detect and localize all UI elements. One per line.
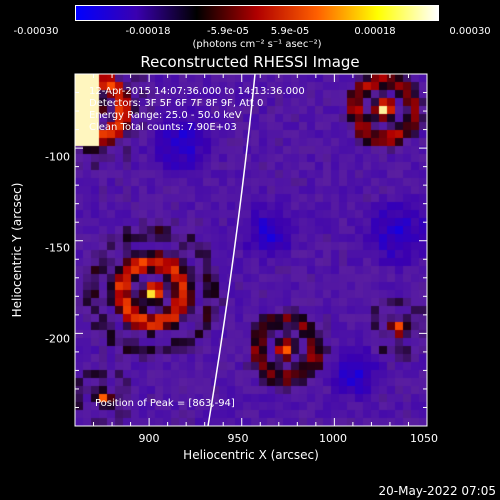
image-plot-area: 12-Apr-2015 14:07:36.000 to 14:13:36.000…: [75, 74, 427, 426]
colorbar-tick: -0.00030: [13, 26, 59, 37]
colorbar-tick: -0.00018: [125, 26, 171, 37]
limb-overlay: [207, 74, 256, 426]
datestamp: 20-May-2022 07:05: [378, 484, 496, 498]
detectors-label: Detectors: 3F 5F 6F 7F 8F 9F, Att 0: [89, 98, 264, 109]
heatmap-image: [75, 74, 427, 426]
peak-position-label: Position of Peak = [863,-94]: [95, 398, 235, 409]
method-counts-label: Clean Total counts: 7.90E+03: [89, 122, 237, 133]
colorbar-tick: 5.9e-05: [270, 26, 310, 37]
colorbar-units: (photons cm⁻² s⁻¹ asec⁻²): [192, 39, 322, 50]
chart-title: Reconstructed RHESSI Image: [140, 53, 360, 71]
solar-limb-curve: [207, 74, 256, 426]
x-tick-label: 950: [227, 432, 249, 445]
y-tick-label: -150: [45, 241, 70, 255]
colorbar: [75, 5, 439, 21]
y-tick-label: -100: [45, 150, 70, 164]
colorbar-tick: 0.00018: [354, 26, 396, 37]
time-range-label: 12-Apr-2015 14:07:36.000 to 14:13:36.000: [89, 86, 305, 97]
x-tick-label: 1050: [410, 432, 438, 445]
x-tick-label: 1000: [319, 432, 347, 445]
y-axis-label: Heliocentric Y (arcsec): [10, 182, 24, 318]
axes-frame: [74, 73, 428, 427]
x-tick-label: 900: [138, 432, 160, 445]
colorbar-tick: -5.9e-05: [207, 26, 249, 37]
energy-range-label: Energy Range: 25.0 - 50.0 keV: [89, 110, 242, 121]
tick-marks: [74, 73, 428, 427]
x-axis-label: Heliocentric X (arcsec): [183, 448, 319, 462]
colorbar-tick: 0.00030: [449, 26, 491, 37]
y-tick-label: -200: [45, 332, 70, 346]
